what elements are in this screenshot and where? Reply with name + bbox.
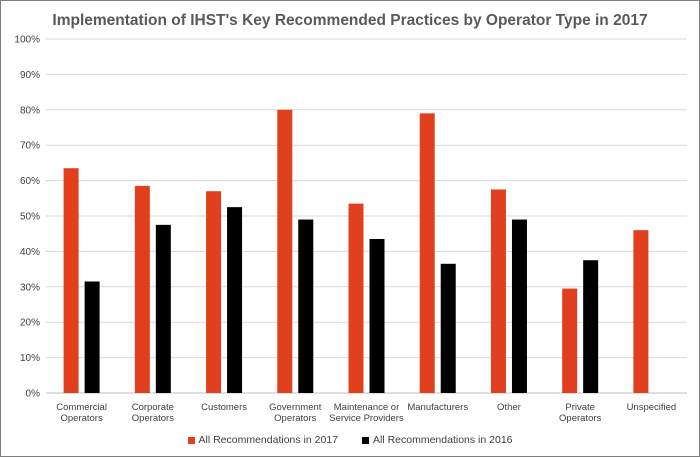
x-tick-label-0-0: Commercial — [56, 402, 107, 413]
bar-2017-2 — [206, 191, 222, 393]
y-tick-label-10: 10% — [20, 353, 40, 364]
bar-2017-8 — [633, 230, 649, 393]
x-tick-label-1-0: Corporate — [132, 402, 174, 413]
bar-2017-0 — [63, 168, 79, 393]
x-tick-label-2-0: Customers — [201, 402, 247, 413]
bar-2016-1 — [155, 224, 171, 393]
y-tick-label-30: 30% — [20, 282, 40, 293]
bar-2017-4 — [348, 203, 364, 393]
x-tick-label-7-1: Operators — [559, 413, 601, 424]
bar-2017-1 — [134, 185, 150, 393]
y-tick-label-40: 40% — [20, 247, 40, 258]
chart-title: Implementation of IHST's Key Recommended… — [52, 12, 648, 29]
x-tick-label-4-0: Maintenance or — [334, 402, 399, 413]
legend-label-2017: All Recommendations in 2017 — [198, 434, 339, 446]
bar-2017-7 — [562, 288, 578, 393]
bar-2016-5 — [440, 263, 456, 393]
y-tick-label-70: 70% — [20, 141, 40, 152]
bar-2016-7 — [583, 260, 599, 393]
x-tick-label-8-0: Unspecified — [627, 402, 677, 413]
bar-2016-6 — [511, 219, 527, 393]
x-tick-label-5-0: Manufacturers — [407, 402, 468, 413]
legend-label-2016: All Recommendations in 2016 — [373, 434, 513, 446]
y-tick-label-20: 20% — [20, 318, 40, 329]
legend-item-2016: All Recommendations in 2016 — [362, 434, 513, 446]
bar-2016-3 — [298, 219, 314, 393]
y-tick-label-90: 90% — [20, 70, 40, 81]
legend-item-2017: All Recommendations in 2017 — [187, 434, 339, 446]
bar-2016-0 — [84, 281, 100, 393]
x-tick-label-1-1: Operators — [132, 413, 174, 424]
x-tick-label-4-1: Service Providers — [329, 413, 404, 424]
bar-2016-4 — [369, 239, 385, 393]
x-tick-label-0-1: Operators — [60, 413, 102, 424]
y-tick-label-50: 50% — [20, 212, 40, 223]
y-tick-label-80: 80% — [20, 105, 40, 116]
y-tick-label-100: 100% — [14, 35, 40, 46]
x-tick-label-3-1: Operators — [274, 413, 316, 424]
x-tick-label-6-0: Other — [497, 402, 521, 413]
bar-2017-5 — [419, 113, 435, 393]
y-tick-label-60: 60% — [20, 176, 40, 187]
legend-swatch-2017 — [187, 436, 195, 444]
bar-2017-3 — [277, 109, 293, 394]
x-tick-label-7-0: Private — [565, 402, 595, 413]
legend-swatch-2016 — [362, 436, 369, 444]
bar-2016-2 — [227, 207, 243, 393]
bar-2017-6 — [490, 189, 506, 393]
chart-legend: All Recommendations in 2017 All Recommen… — [0, 434, 700, 446]
x-tick-label-3-0: Government — [269, 402, 322, 413]
y-tick-label-0: 0% — [26, 389, 41, 400]
